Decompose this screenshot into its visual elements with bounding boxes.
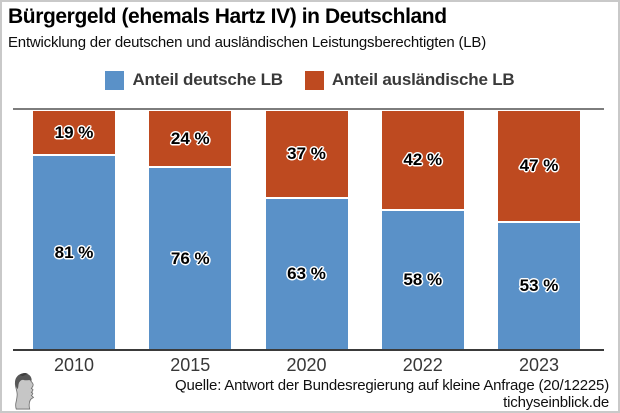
segment-auslaendische-2023: 47 % [498,111,580,223]
legend-label-auslaendische: Anteil ausländische LB [331,70,515,89]
tichys-einblick-logo-icon [14,373,35,410]
segment-deutsche-2023: 53 % [498,222,580,349]
segment-label-auslaendische-2015: 24 % [170,128,210,148]
bar-2023: 47 % 53 % [498,111,580,349]
segment-label-deutsche-2022: 58 % [403,269,443,289]
page-subtitle: Entwicklung der deutschen und ausländisc… [8,34,486,51]
segment-label-auslaendische-2020: 37 % [287,144,326,164]
bar-2015: 24 % 76 % [149,111,232,349]
website-text: tichyseinblick.de [503,394,609,411]
segment-auslaendische-2010: 19 % [33,111,115,157]
bars: 19 % 81 % 24 % 76 % 37 % 63 % 42 % 58 % 47 % 53 % [33,111,580,349]
segment-label-auslaendische-2023: 47 % [519,155,559,175]
source-text: Quelle: Antwort der Bundesregierung auf … [175,377,609,394]
bar-2022: 42 % 58 % [381,111,464,349]
legend-swatch-blue-icon [105,70,125,90]
segment-label-auslaendische-2010: 19 % [54,122,94,142]
plot-area: 19 % 81 % 24 % 76 % 37 % 63 % 42 % 58 % 47 % 53 % [13,108,604,351]
page-title: Bürgergeld (ehemals Hartz IV) in Deutsch… [8,5,447,28]
legend-label-deutsche: Anteil deutsche LB [132,70,283,89]
segment-deutsche-2022: 58 % [381,210,464,349]
segment-label-deutsche-2023: 53 % [519,275,559,295]
x-axis-line [13,349,604,351]
x-axis-label-2015: 2015 [170,355,211,375]
x-axis-labels: 2010 2015 2020 2022 2023 [33,355,580,376]
top-axis-line [13,108,604,110]
segment-deutsche-2015: 76 % [149,168,232,349]
segment-auslaendische-2020: 37 % [265,111,348,200]
bar-2010: 19 % 81 % [33,111,115,349]
segment-label-deutsche-2015: 76 % [170,248,210,268]
segment-label-auslaendische-2022: 42 % [403,149,443,169]
segment-deutsche-2010: 81 % [33,156,115,349]
segment-label-deutsche-2020: 63 % [287,264,326,284]
segment-deutsche-2020: 63 % [265,199,348,349]
legend-item-auslaendische: Anteil ausländische LB [304,70,515,90]
segment-label-deutsche-2010: 81 % [54,242,94,262]
segment-auslaendische-2022: 42 % [381,111,464,211]
x-axis-label-2023: 2023 [518,355,560,375]
legend-item-deutsche: Anteil deutsche LB [105,70,283,90]
x-axis-label-2010: 2010 [53,355,95,375]
legend-swatch-red-icon [304,70,324,90]
source-block: Quelle: Antwort der Bundesregierung auf … [175,377,609,411]
x-axis-label-2022: 2022 [402,355,443,375]
x-axis-label-2020: 2020 [286,355,327,375]
chart-legend: Anteil deutsche LB Anteil ausländische L… [0,70,620,90]
bar-2020: 37 % 63 % [265,111,348,349]
segment-auslaendische-2015: 24 % [149,111,232,169]
